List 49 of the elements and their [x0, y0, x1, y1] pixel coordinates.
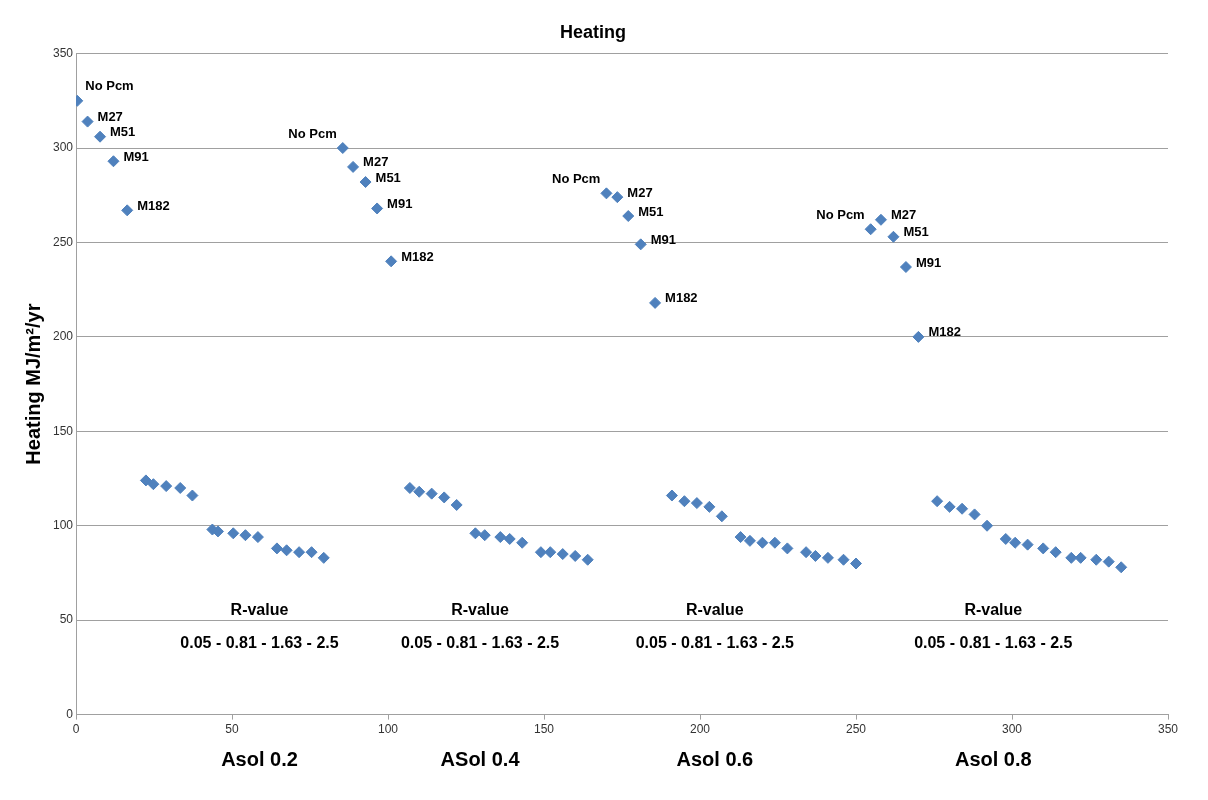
y-tick-label: 250 [52, 234, 74, 249]
annotation: M182 [401, 248, 434, 264]
annotation: 0.05 - 0.81 - 1.63 - 2.5 [180, 633, 339, 651]
text: Asol 0.8 [954, 748, 1032, 771]
annotation: R-value [451, 600, 510, 618]
text: Asol 0.2 [221, 748, 298, 771]
annotation: No Pcm [552, 170, 601, 186]
x-tick-label: 250 [845, 722, 867, 737]
annotation: M27 [890, 207, 917, 223]
y-tick-label: 300 [52, 140, 74, 155]
x-tick-label: 50 [225, 722, 240, 737]
annotation: 0.05 - 0.81 - 1.63 - 2.5 [635, 633, 795, 651]
y-tick-label: 200 [52, 329, 74, 344]
annotation: M51 [375, 169, 401, 185]
y-tick-label: 350 [52, 45, 74, 60]
annotation: M91 [915, 254, 942, 270]
annotation: 0.05 - 0.81 - 1.63 - 2.5 [914, 633, 1073, 651]
annotation: M51 [903, 224, 929, 240]
annotation: M182 [137, 197, 170, 213]
x-tick-label: 100 [378, 722, 399, 737]
annotation: M27 [97, 109, 123, 125]
annotation: M27 [627, 184, 653, 200]
annotation: No Pcm [816, 206, 865, 222]
y-tick-label: 0 [66, 706, 74, 721]
y-tick-label: 50 [59, 612, 74, 627]
y-axis-title: Heating MJ/m²/yr [21, 303, 44, 465]
annotation: M51 [638, 203, 664, 219]
x-tick-label: 350 [1157, 722, 1179, 737]
annotation: M91 [123, 148, 149, 164]
annotation: No Pcm [85, 78, 134, 94]
y-tick-label: 150 [52, 423, 74, 438]
annotation: M91 [650, 231, 677, 247]
annotation: R-value [230, 600, 289, 618]
text: Asol 0.6 [676, 748, 754, 771]
x-tick-label: 150 [534, 722, 555, 737]
annotation: M182 [928, 324, 961, 340]
annotation: R-value [964, 600, 1023, 618]
chart-title: Heating [559, 21, 627, 42]
annotation: R-value [685, 600, 744, 618]
annotation: 0.05 - 0.81 - 1.63 - 2.5 [400, 633, 560, 651]
x-tick-label: 300 [1001, 722, 1023, 737]
annotation: M91 [387, 196, 413, 212]
y-tick-label: 100 [52, 518, 74, 533]
text: ASol 0.4 [440, 748, 521, 771]
annotation: No Pcm [288, 125, 337, 141]
annotation: M182 [665, 290, 698, 306]
annotation: M51 [110, 124, 136, 140]
annotation: M27 [363, 154, 389, 170]
x-tick-label: 200 [689, 722, 711, 737]
